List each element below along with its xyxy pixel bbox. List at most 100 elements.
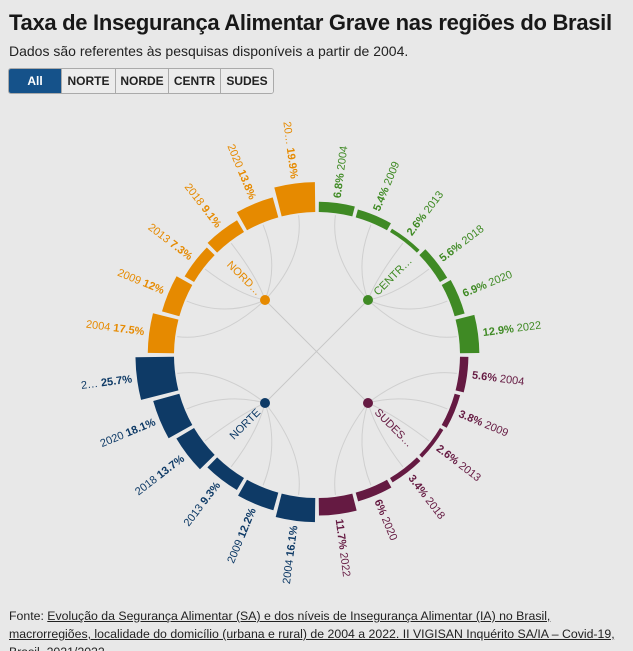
year-label: 20…	[280, 121, 295, 149]
bar-label: 2… 25.7%	[80, 373, 133, 392]
region-filter-buttons: All NORTE NORDE CENTR SUDES	[8, 68, 274, 94]
source-footer: Fonte: Evolução da Segurança Alimentar (…	[9, 607, 629, 651]
bar-connector	[367, 299, 448, 310]
value-label: 12.2%	[236, 506, 259, 540]
value-label: 9.1%	[199, 203, 224, 230]
radial-bar[interactable]	[238, 479, 279, 511]
bar-label: 2020 18.1%	[99, 416, 158, 450]
year-label: 2020	[378, 512, 400, 542]
radial-bar[interactable]	[318, 493, 357, 516]
radial-bar[interactable]	[318, 201, 355, 217]
bar-connector	[367, 372, 457, 404]
bar-connector	[230, 402, 266, 468]
region-node	[363, 398, 373, 408]
year-label: 2013	[420, 189, 446, 218]
filter-button-centro-oeste[interactable]: CENTR	[169, 69, 221, 93]
bar-label: 2013 7.3%	[146, 221, 195, 263]
region-node	[260, 398, 270, 408]
year-label: 2004	[85, 319, 114, 334]
radial-bar[interactable]	[207, 220, 244, 253]
bar-connector	[361, 224, 372, 301]
value-label: 6.8%	[332, 172, 347, 199]
radial-bar[interactable]	[355, 209, 391, 231]
value-label: 13.8%	[235, 168, 258, 202]
filter-button-sudeste[interactable]: SUDES	[221, 69, 273, 93]
bar-connector	[367, 402, 430, 442]
value-label: 18.1%	[124, 416, 158, 439]
radial-bar[interactable]	[275, 493, 316, 523]
bar-connector	[334, 402, 369, 495]
value-label: 7.3%	[167, 238, 194, 263]
bar-connector	[264, 402, 300, 495]
filter-button-nordeste[interactable]: NORDE	[116, 69, 169, 93]
bar-connector	[177, 372, 266, 404]
bar-label: 6.9% 2020	[461, 269, 514, 300]
radial-bar[interactable]	[236, 197, 279, 231]
value-label: 16.1%	[284, 525, 300, 558]
bar-connector	[186, 398, 266, 410]
bar-label: 2013 9.3%	[182, 480, 224, 529]
bar-label: 6.8% 2004	[332, 145, 351, 199]
radial-bar[interactable]	[176, 428, 215, 470]
bar-connector	[334, 215, 369, 301]
year-label: 2018	[457, 223, 486, 249]
bar-connector	[361, 402, 372, 486]
year-label: 2020	[99, 428, 129, 450]
radial-bar[interactable]	[274, 182, 316, 217]
year-label: 2004	[281, 556, 296, 585]
year-label: 2020	[225, 143, 247, 173]
region-node	[260, 295, 270, 305]
bar-connector	[177, 299, 266, 338]
bar-connector	[367, 398, 448, 410]
radial-bar[interactable]	[390, 457, 421, 483]
bar-connector	[367, 268, 430, 301]
year-label: 2018	[421, 493, 447, 522]
bar-connector	[367, 402, 404, 468]
year-label: 2020	[484, 269, 514, 291]
year-label: 2009	[116, 267, 146, 289]
radial-bar[interactable]	[153, 393, 193, 439]
radial-bar[interactable]	[207, 457, 244, 490]
chart-subtitle: Dados são referentes às pesquisas dispon…	[9, 43, 409, 59]
bar-label: 2.6% 2013	[405, 189, 447, 238]
bar-label: 5.6% 2004	[471, 369, 525, 388]
bar-connector	[264, 215, 300, 301]
bar-label: 2009 12%	[116, 267, 167, 297]
year-label: 2022	[337, 549, 352, 578]
bar-label: 3.4% 2018	[406, 473, 448, 522]
bar-label: 20… 19.9%	[280, 121, 299, 180]
radial-bar[interactable]	[455, 356, 469, 393]
radial-bar[interactable]	[419, 249, 448, 282]
bar-label: 11.7% 2022	[333, 518, 352, 577]
cross-line	[264, 299, 369, 404]
radial-bar[interactable]	[355, 479, 392, 502]
year-label: 2013	[454, 458, 483, 484]
bar-label: 2018 9.1%	[182, 181, 224, 230]
radial-bar[interactable]	[441, 393, 461, 428]
value-label: 11.7%	[333, 518, 349, 550]
value-label: 6%	[372, 498, 389, 517]
bar-label: 12.9% 2022	[482, 319, 542, 339]
radial-bar[interactable]	[390, 228, 420, 253]
value-label: 17.5%	[113, 322, 146, 338]
bar-label: 2018 13.7%	[133, 453, 187, 498]
region-node	[363, 295, 373, 305]
filter-button-norte[interactable]: NORTE	[62, 69, 116, 93]
value-label: 5.6%	[471, 369, 498, 384]
radial-bar[interactable]	[135, 356, 179, 400]
radial-bar[interactable]	[441, 279, 465, 317]
filter-button-all[interactable]: All	[9, 69, 62, 93]
radial-bar[interactable]	[184, 247, 215, 282]
year-label: 2…	[80, 377, 102, 392]
value-label: 9.3%	[198, 480, 223, 507]
radial-bar[interactable]	[147, 313, 179, 354]
source-link[interactable]: Evolução da Segurança Alimentar (SA) e d…	[9, 609, 615, 651]
chart-title: Taxa de Insegurança Alimentar Grave nas …	[9, 10, 612, 35]
radial-bar[interactable]	[162, 276, 193, 317]
radial-bar[interactable]	[455, 314, 480, 354]
bar-label: 3.8% 2009	[457, 408, 510, 439]
radial-bar[interactable]	[419, 428, 444, 458]
bar-connector	[367, 299, 457, 338]
